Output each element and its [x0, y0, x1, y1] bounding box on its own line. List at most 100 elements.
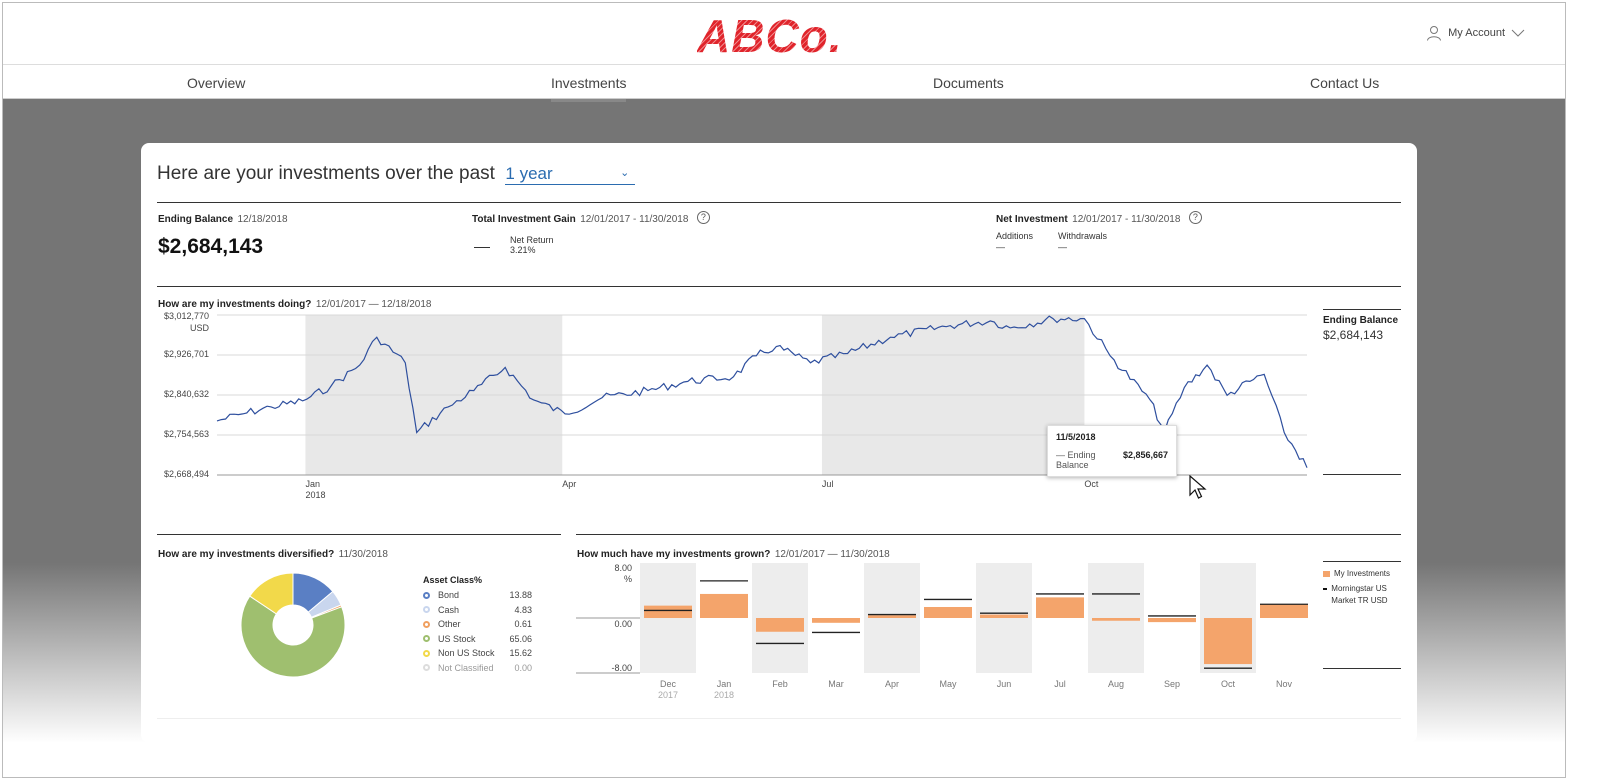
legend-swatch	[423, 649, 430, 657]
net-investment-range: 12/01/2017 - 11/30/2018	[1072, 214, 1181, 225]
site-header: ABCo. My Account	[3, 3, 1565, 65]
legend-row-non-us-stock: Non US Stock 15.62	[423, 646, 532, 661]
period-select[interactable]: 1 year ⌄	[505, 164, 636, 185]
ending-balance-date: 12/18/2018	[237, 214, 288, 225]
tooltip-date: 11/5/2018	[1056, 432, 1096, 442]
x-tick-sublabel: 2018	[305, 490, 325, 500]
x-tick-label: May	[939, 679, 957, 689]
withdrawals-value: —	[1058, 242, 1067, 252]
bar-my-investments-apr[interactable]	[868, 615, 916, 618]
legend-value: 4.83	[514, 604, 532, 615]
legend-value: 15.62	[509, 648, 532, 659]
ending-balance-side: Ending Balance $2,684,143	[1323, 309, 1401, 475]
asset-class-legend-title: Asset Class%	[423, 575, 483, 585]
chart-tooltip: 11/5/2018 — Ending Balance $2,856,667	[1047, 425, 1177, 477]
help-icon[interactable]: ?	[696, 211, 710, 225]
divider	[157, 286, 1401, 287]
legend-swatch	[423, 664, 430, 672]
legend-name: US Stock	[438, 633, 476, 644]
my-account-label: My Account	[1448, 27, 1505, 39]
legend-name: Bond	[438, 590, 460, 601]
legend-swatch	[423, 620, 430, 628]
period-value: 1 year	[505, 164, 553, 183]
additions-label: Additions	[996, 231, 1034, 241]
y-tick-label: $2,840,632	[164, 389, 209, 399]
tab-documents[interactable]: Documents	[933, 75, 1004, 91]
legend-row-bond: Bond 13.88	[423, 588, 532, 603]
x-tick-label: Sep	[1164, 679, 1180, 689]
x-tick-label: Jan	[305, 479, 320, 489]
main-nav: Overview Investments Documents Contact U…	[3, 65, 1565, 102]
growth-legend: My Investments Morningstar US Market TR …	[1323, 561, 1401, 669]
investments-card: Here are your investments over the past …	[141, 143, 1417, 743]
performance-title: How are my investments doing?	[158, 299, 312, 310]
x-tick-label: Aug	[1108, 679, 1124, 689]
bar-my-investments-dec[interactable]	[644, 605, 692, 618]
legend-swatch	[423, 591, 430, 599]
net-return-marker	[474, 247, 490, 248]
bar-my-investments-feb[interactable]	[756, 618, 804, 632]
net-return-label: Net Return	[510, 235, 554, 245]
ending-balance-series-line	[216, 315, 1308, 468]
divider	[576, 534, 1401, 535]
net-investment-label: Net Investment	[996, 214, 1068, 225]
y-tick-label: $3,012,770	[164, 311, 209, 321]
legend-name: Other	[438, 619, 461, 630]
company-logo[interactable]: ABCo.	[697, 10, 843, 62]
grown-range: 12/01/2017 — 11/30/2018	[774, 549, 890, 560]
x-tick-sublabel: 2017	[658, 690, 678, 700]
total-gain-label: Total Investment Gain	[472, 214, 576, 225]
legend-benchmark: Morningstar US Market TR USD	[1323, 583, 1401, 607]
legend-name: Non US Stock	[438, 648, 495, 659]
performance-line-chart[interactable]: $3,012,770 $2,926,701 $2,840,632 $2,754,563…	[157, 309, 1317, 504]
bar-my-investments-aug[interactable]	[1092, 618, 1140, 621]
y-tick-label: $2,926,701	[164, 349, 209, 359]
y-tick-label: $2,668,494	[164, 469, 209, 479]
grown-heading: How much have my investments grown? 12/0…	[577, 544, 890, 562]
asset-class-donut[interactable]	[237, 569, 349, 681]
tab-overview[interactable]: Overview	[187, 75, 246, 91]
legend-swatch	[423, 635, 430, 643]
bar-my-investments-jul[interactable]	[1036, 597, 1084, 618]
ending-balance-value: $2,684,143	[158, 235, 264, 258]
legend-row-not-classified: Not Classified 0.00	[423, 661, 532, 676]
bar-my-investments-oct[interactable]	[1204, 618, 1252, 665]
legend-row-other: Other 0.61	[423, 617, 532, 632]
bar-my-investments-jun[interactable]	[980, 614, 1028, 618]
my-account-menu[interactable]: My Account	[1426, 25, 1525, 41]
tab-contact-us[interactable]: Contact Us	[1310, 75, 1380, 91]
legend-benchmark-label: Morningstar US Market TR USD	[1331, 584, 1388, 605]
divider	[157, 718, 1401, 719]
legend-name: Cash	[438, 604, 460, 615]
bar-my-investments-mar[interactable]	[812, 618, 860, 623]
browser-frame: ABCo. My Account Overview Investments Do…	[2, 2, 1566, 778]
x-tick-label: Oct	[1084, 479, 1099, 489]
performance-heading: How are my investments doing? 12/01/2017…	[158, 294, 431, 312]
bar-my-investments-sep[interactable]	[1148, 618, 1196, 623]
tooltip-value: $2,856,667	[1122, 450, 1168, 460]
asset-class-legend: Asset Class% Bond 13.88 Cash 4.83 Other 0.61 U…	[423, 575, 532, 675]
tab-investments[interactable]: Investments	[551, 75, 627, 102]
legend-swatch	[423, 606, 430, 614]
bar-my-investments-jan[interactable]	[700, 593, 748, 618]
x-tick-sublabel: 2018	[714, 690, 734, 700]
help-icon[interactable]: ?	[1188, 211, 1202, 225]
donut-slice-us-stock[interactable]	[240, 595, 346, 678]
donut-slice-non-us-stock[interactable]	[249, 572, 294, 615]
y-unit-label: USD	[190, 323, 210, 333]
diversified-heading: How are my investments diversified? 11/3…	[158, 544, 388, 562]
legend-my-investments-label: My Investments	[1334, 569, 1391, 578]
performance-range: 12/01/2017 — 12/18/2018	[315, 299, 432, 310]
legend-value: 13.88	[509, 590, 532, 601]
tooltip-label: Ending Balance	[1056, 450, 1096, 470]
bar-my-investments-nov[interactable]	[1260, 604, 1308, 618]
summary-heading: Here are your investments over the past …	[157, 163, 1401, 185]
total-gain-range: 12/01/2017 - 11/30/2018	[580, 214, 689, 225]
mouse-cursor-icon	[1189, 475, 1207, 499]
additions-value: —	[996, 242, 1005, 252]
bar-my-investments-may[interactable]	[924, 607, 972, 618]
net-investment-block: Net Investment 12/01/2017 - 11/30/2018 ?…	[996, 209, 1202, 252]
legend-value: 65.06	[509, 633, 532, 644]
ending-balance-label: Ending Balance	[158, 214, 234, 225]
